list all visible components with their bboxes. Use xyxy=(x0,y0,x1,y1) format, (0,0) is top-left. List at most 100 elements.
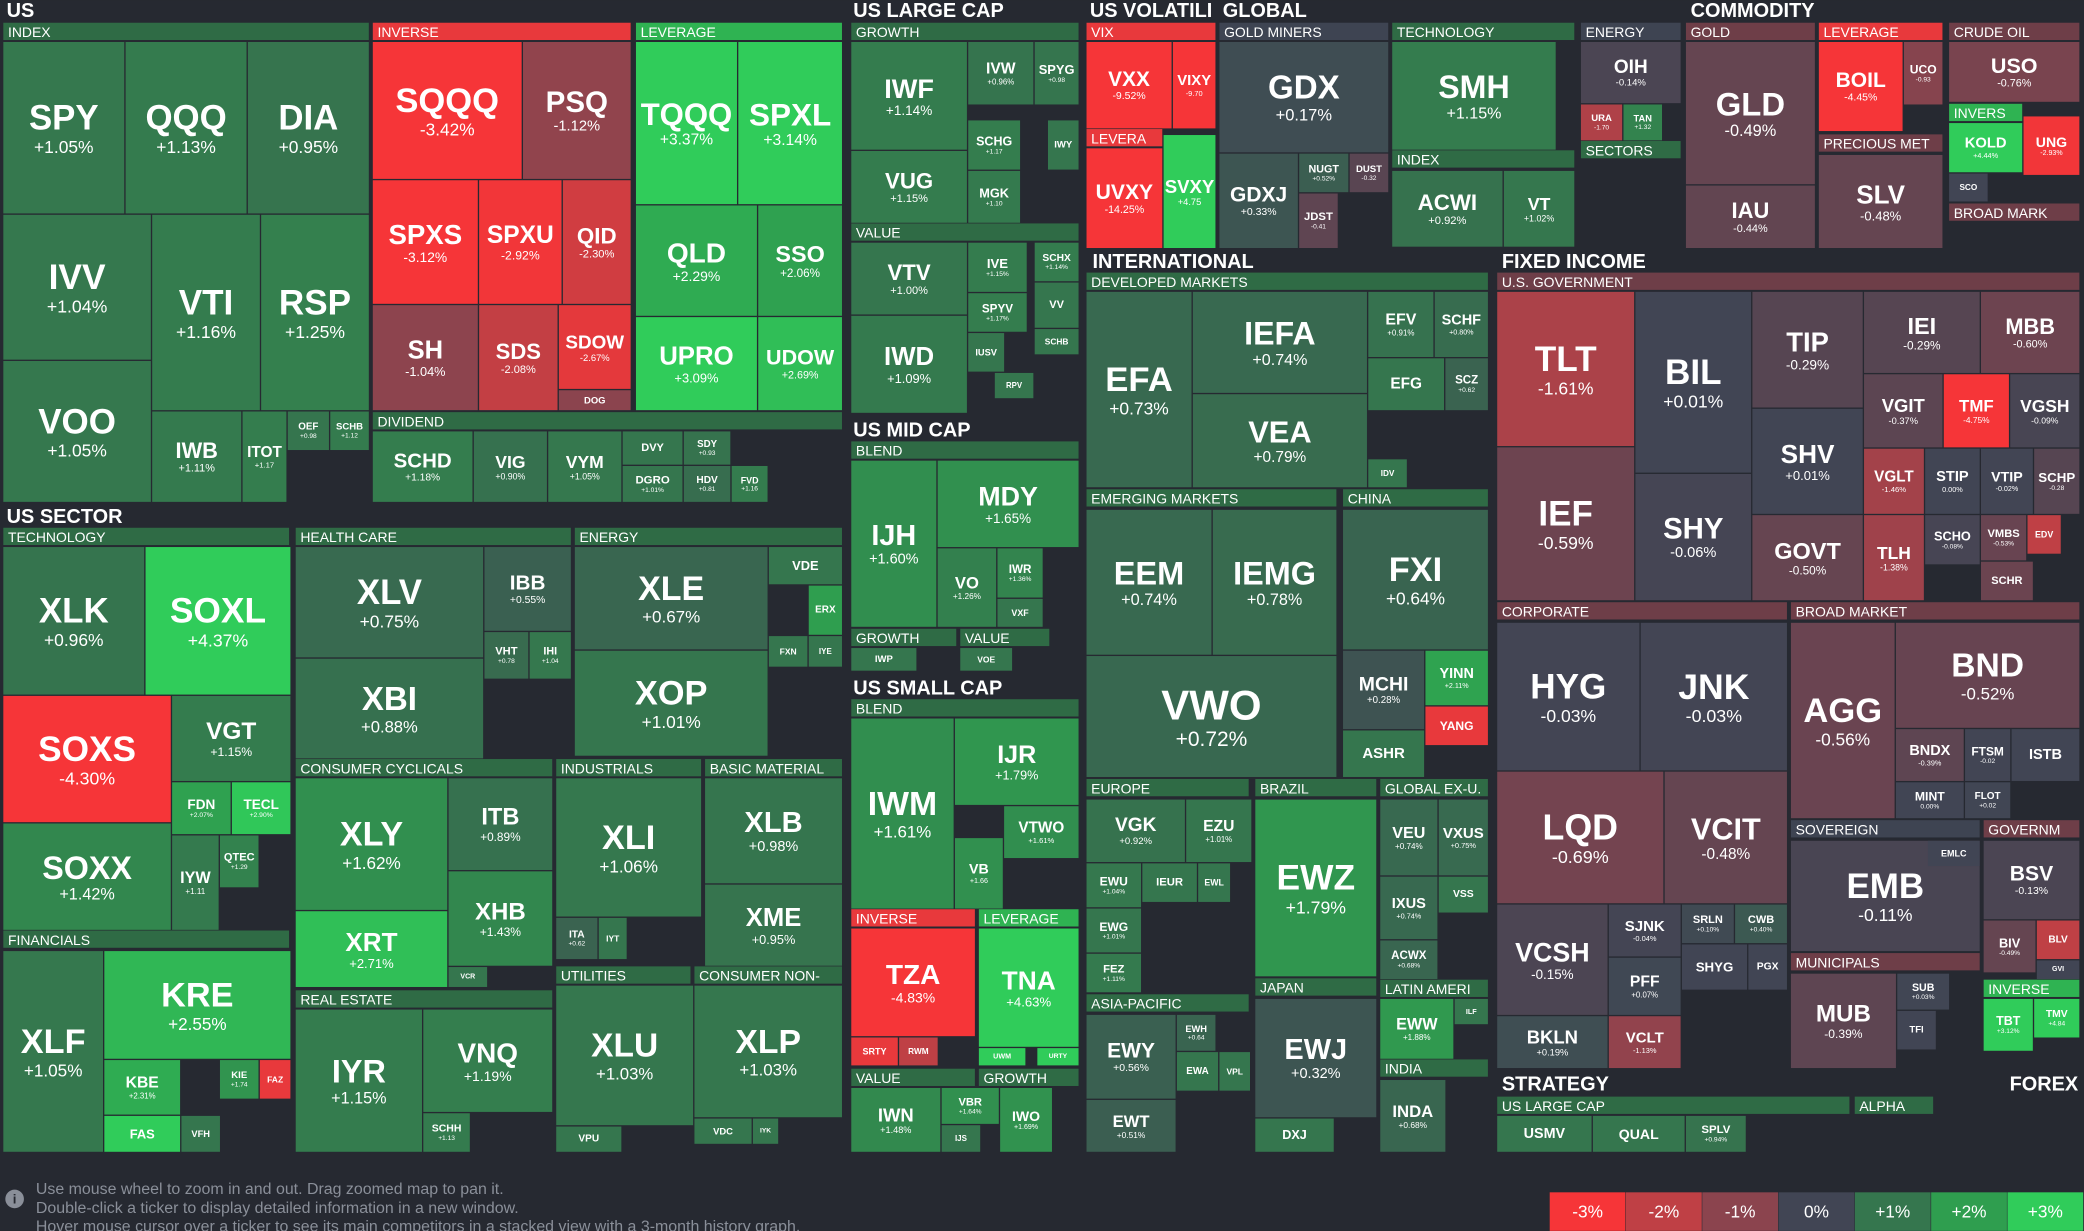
ticker-tile[interactable] xyxy=(2036,960,2080,980)
ticker-tile[interactable] xyxy=(3,360,151,502)
ticker-tile[interactable] xyxy=(1163,135,1216,249)
ticker-tile[interactable] xyxy=(968,242,1027,292)
ticker-tile[interactable] xyxy=(562,180,631,304)
ticker-tile[interactable] xyxy=(1434,291,1488,357)
ticker-tile[interactable] xyxy=(556,917,598,960)
ticker-tile[interactable] xyxy=(1818,154,1943,249)
ticker-tile[interactable] xyxy=(731,465,768,502)
ticker-tile[interactable] xyxy=(1895,729,1964,781)
ticker-tile[interactable] xyxy=(851,242,967,315)
ticker-tile[interactable] xyxy=(1034,42,1079,105)
ticker-tile[interactable] xyxy=(1445,358,1488,411)
ticker-tile[interactable] xyxy=(104,1115,181,1152)
ticker-tile[interactable] xyxy=(1752,291,1863,408)
ticker-tile[interactable] xyxy=(1034,282,1079,328)
ticker-tile[interactable] xyxy=(937,548,997,627)
ticker-tile[interactable] xyxy=(1186,799,1252,863)
ticker-tile[interactable] xyxy=(738,42,842,205)
ticker-tile[interactable] xyxy=(295,658,484,759)
ticker-tile[interactable] xyxy=(954,718,1079,805)
ticker-tile[interactable] xyxy=(1380,799,1438,876)
ticker-tile[interactable] xyxy=(1983,998,2033,1051)
ticker-tile[interactable] xyxy=(1818,42,1903,132)
ticker-tile[interactable] xyxy=(1897,1010,1936,1050)
ticker-tile[interactable] xyxy=(1198,863,1231,902)
ticker-tile[interactable] xyxy=(1983,840,2080,920)
ticker-tile[interactable] xyxy=(219,835,259,888)
ticker-tile[interactable] xyxy=(1497,622,1640,771)
ticker-tile[interactable] xyxy=(954,838,1003,909)
ticker-tile[interactable] xyxy=(1380,876,1438,940)
ticker-tile[interactable] xyxy=(1864,291,1980,373)
ticker-tile[interactable] xyxy=(808,636,842,667)
ticker-tile[interactable] xyxy=(287,411,329,451)
ticker-tile[interactable] xyxy=(1392,42,1556,150)
ticker-tile[interactable] xyxy=(1086,42,1172,129)
ticker-tile[interactable] xyxy=(1752,515,1863,601)
ticker-tile[interactable] xyxy=(1343,650,1425,730)
ticker-tile[interactable] xyxy=(1980,448,2033,514)
ticker-tile[interactable] xyxy=(1037,1048,1079,1066)
ticker-tile[interactable] xyxy=(1592,1115,1685,1152)
ticker-tile[interactable] xyxy=(1086,148,1163,249)
ticker-tile[interactable] xyxy=(598,917,627,960)
ticker-tile[interactable] xyxy=(556,985,694,1126)
ticker-tile[interactable] xyxy=(968,333,1005,372)
ticker-tile[interactable] xyxy=(484,632,529,679)
ticker-tile[interactable] xyxy=(635,42,737,205)
ticker-tile[interactable] xyxy=(1000,1087,1052,1152)
ticker-tile[interactable] xyxy=(1897,973,1950,1010)
ticker-tile[interactable] xyxy=(330,411,369,451)
ticker-tile[interactable] xyxy=(372,305,478,411)
ticker-tile[interactable] xyxy=(1425,706,1488,746)
ticker-tile[interactable] xyxy=(960,648,1013,671)
ticker-tile[interactable] xyxy=(1640,622,1787,771)
ticker-tile[interactable] xyxy=(2027,515,2061,554)
ticker-tile[interactable] xyxy=(423,1113,470,1152)
ticker-tile[interactable] xyxy=(1380,1080,1446,1152)
ticker-tile[interactable] xyxy=(1925,448,1980,514)
ticker-tile[interactable] xyxy=(851,460,937,627)
ticker-tile[interactable] xyxy=(1192,394,1367,488)
ticker-tile[interactable] xyxy=(479,180,562,304)
ticker-tile[interactable] xyxy=(1943,374,2009,448)
ticker-tile[interactable] xyxy=(994,372,1034,399)
ticker-tile[interactable] xyxy=(1949,42,2080,102)
ticker-tile[interactable] xyxy=(1748,944,1787,990)
ticker-tile[interactable] xyxy=(261,214,369,411)
ticker-tile[interactable] xyxy=(1949,123,2023,173)
ticker-tile[interactable] xyxy=(152,411,242,502)
ticker-tile[interactable] xyxy=(1086,953,1142,993)
ticker-tile[interactable] xyxy=(574,547,768,650)
ticker-tile[interactable] xyxy=(968,170,1021,223)
ticker-tile[interactable] xyxy=(1192,291,1367,393)
ticker-tile[interactable] xyxy=(1681,944,1748,990)
ticker-tile[interactable] xyxy=(448,778,553,871)
ticker-tile[interactable] xyxy=(3,951,104,1152)
ticker-tile[interactable] xyxy=(1086,863,1142,908)
ticker-tile[interactable] xyxy=(1176,1014,1216,1051)
ticker-tile[interactable] xyxy=(295,547,484,658)
ticker-tile[interactable] xyxy=(1503,170,1575,247)
ticker-tile[interactable] xyxy=(231,782,291,835)
ticker-tile[interactable] xyxy=(941,1125,981,1152)
ticker-tile[interactable] xyxy=(997,598,1043,627)
ticker-tile[interactable] xyxy=(1685,1115,1746,1152)
ticker-tile[interactable] xyxy=(3,547,145,695)
ticker-tile[interactable] xyxy=(104,1060,181,1115)
ticker-tile[interactable] xyxy=(219,1060,259,1099)
ticker-tile[interactable] xyxy=(484,547,571,631)
ticker-tile[interactable] xyxy=(705,884,842,966)
ticker-tile[interactable] xyxy=(1349,153,1389,193)
ticker-tile[interactable] xyxy=(1086,1099,1176,1152)
ticker-tile[interactable] xyxy=(448,967,488,987)
ticker-tile[interactable] xyxy=(423,1009,553,1112)
ticker-tile[interactable] xyxy=(1497,1115,1592,1152)
ticker-tile[interactable] xyxy=(1980,561,2033,601)
ticker-tile[interactable] xyxy=(529,632,571,679)
ticker-tile[interactable] xyxy=(1980,291,2080,373)
ticker-tile[interactable] xyxy=(548,431,622,502)
ticker-tile[interactable] xyxy=(556,1126,622,1152)
ticker-tile[interactable] xyxy=(978,928,1079,1047)
ticker-tile[interactable] xyxy=(1343,730,1425,777)
